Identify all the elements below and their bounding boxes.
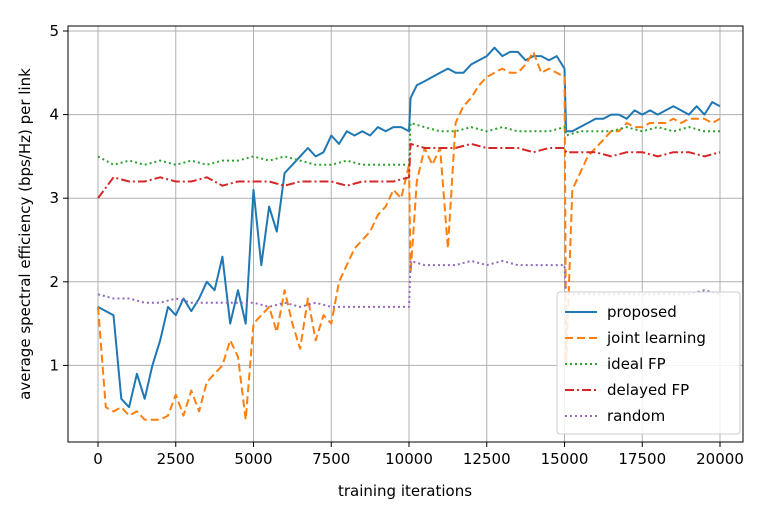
x-tick-label: 5000 bbox=[234, 450, 272, 468]
x-axis-label: training iterations bbox=[338, 482, 472, 500]
x-tick-label: 2500 bbox=[157, 450, 195, 468]
y-axis-label: average spectral efficiency (bps/Hz) per… bbox=[16, 68, 34, 400]
x-axis-ticks: 0 2500 5000 7500 10000 12500 15000 17500 20000 bbox=[93, 442, 744, 468]
legend-label: delayed FP bbox=[607, 381, 689, 399]
y-tick-label: 5 bbox=[49, 22, 59, 40]
legend-label: joint learning bbox=[606, 329, 706, 347]
y-tick-label: 2 bbox=[49, 273, 59, 291]
plot-frame bbox=[67, 25, 744, 443]
x-tick-label: 17500 bbox=[618, 450, 666, 468]
x-tick-label: 20000 bbox=[696, 450, 744, 468]
legend-box bbox=[556, 291, 741, 435]
series-line-delayed-fp bbox=[97, 142, 721, 199]
y-axis-ticks: 1 2 3 4 5 bbox=[49, 22, 68, 374]
y-tick-label: 3 bbox=[49, 189, 59, 207]
series-layer bbox=[97, 46, 721, 421]
x-tick-label: 10000 bbox=[385, 450, 433, 468]
series-line-random bbox=[97, 259, 721, 308]
y-tick-label: 1 bbox=[49, 356, 59, 374]
x-tick-label: 0 bbox=[93, 450, 103, 468]
series-line-proposed bbox=[97, 46, 721, 409]
x-tick-label: 12500 bbox=[463, 450, 511, 468]
y-tick-label: 4 bbox=[49, 106, 59, 124]
legend-label: ideal FP bbox=[607, 355, 666, 373]
legend-label: random bbox=[607, 407, 665, 425]
legend-label: proposed bbox=[607, 303, 677, 321]
x-tick-label: 15000 bbox=[541, 450, 589, 468]
legend: proposed joint learning ideal FP delayed FP… bbox=[556, 291, 741, 435]
x-tick-label: 7500 bbox=[312, 450, 350, 468]
